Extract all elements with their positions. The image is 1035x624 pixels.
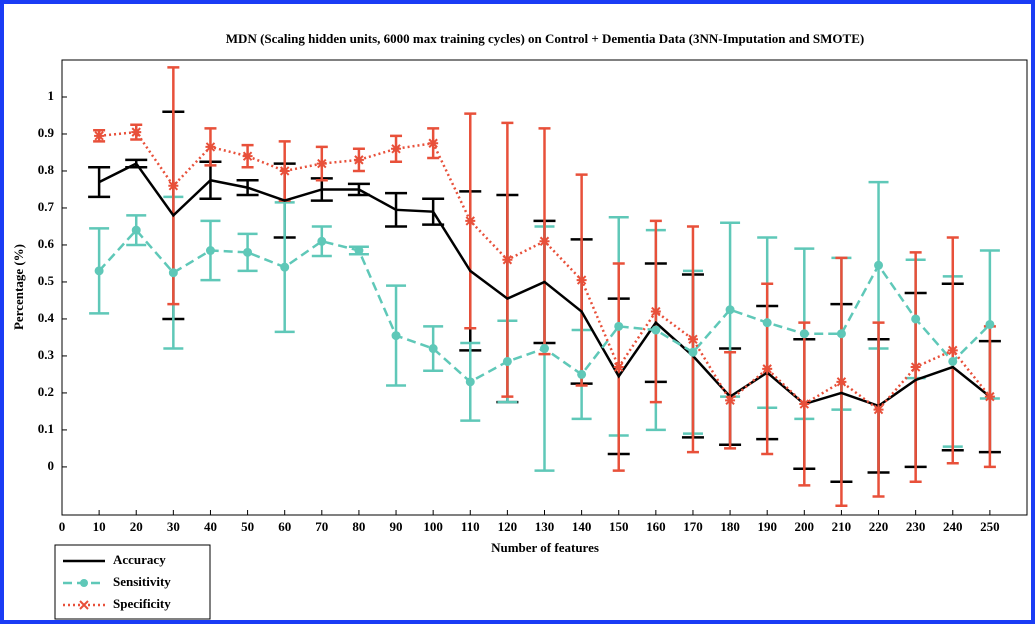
x-tick-label: 240 [943, 519, 963, 534]
marker [353, 154, 364, 165]
x-tick-label: 160 [646, 519, 666, 534]
marker [539, 236, 550, 247]
marker [131, 225, 141, 235]
x-tick-label: 200 [795, 519, 815, 534]
marker [651, 325, 661, 335]
y-tick-label: 0.3 [38, 347, 55, 362]
marker [280, 262, 290, 272]
marker [465, 215, 476, 226]
x-tick-label: 30 [167, 519, 180, 534]
x-tick-label: 190 [757, 519, 777, 534]
marker [725, 395, 736, 406]
marker [910, 362, 921, 373]
x-tick-label: 90 [390, 519, 403, 534]
marker [428, 138, 439, 149]
marker [799, 399, 810, 410]
y-tick-label: 0.8 [38, 162, 55, 177]
x-tick-label: 40 [204, 519, 217, 534]
y-tick-label: 0.9 [38, 125, 55, 140]
x-tick-label: 140 [572, 519, 592, 534]
legend-marker [79, 600, 89, 610]
x-tick-label: 210 [832, 519, 852, 534]
marker [94, 266, 104, 276]
marker [762, 363, 773, 374]
marker [948, 356, 958, 366]
marker [984, 391, 995, 402]
x-tick-label: 100 [423, 519, 443, 534]
y-tick-label: 0.5 [38, 273, 55, 288]
y-tick-label: 0.4 [38, 310, 55, 325]
marker [242, 151, 253, 162]
y-axis-label: Percentage (%) [11, 244, 26, 330]
legend-label: Sensitivity [113, 574, 171, 589]
marker [725, 305, 735, 315]
marker [799, 329, 809, 339]
series-line [98, 161, 991, 408]
marker [168, 268, 178, 278]
x-tick-label: 170 [683, 519, 703, 534]
y-tick-label: 0 [48, 458, 55, 473]
marker [465, 377, 475, 387]
x-tick-label: 230 [906, 519, 926, 534]
marker [243, 247, 253, 257]
x-tick-label: 70 [315, 519, 328, 534]
marker [317, 236, 327, 246]
y-tick-label: 1 [48, 88, 55, 103]
x-tick-label: 60 [278, 519, 291, 534]
marker [168, 180, 179, 191]
marker [205, 246, 215, 256]
legend-label: Accuracy [113, 552, 166, 567]
chart-title: MDN (Scaling hidden units, 6000 max trai… [226, 31, 864, 46]
legend-marker [80, 579, 88, 587]
marker [316, 158, 327, 169]
marker [502, 356, 512, 366]
marker [205, 141, 216, 152]
x-tick-label: 120 [498, 519, 518, 534]
marker [540, 344, 549, 354]
marker [391, 331, 401, 341]
y-tick-label: 0.6 [38, 236, 55, 251]
x-tick-label: 50 [241, 519, 254, 534]
y-tick-label: 0.2 [38, 384, 54, 399]
marker [613, 362, 624, 373]
marker [576, 275, 587, 286]
x-axis-label: Number of features [491, 540, 599, 555]
marker [428, 344, 438, 354]
x-tick-label: 130 [535, 519, 555, 534]
marker [873, 404, 884, 415]
marker [614, 321, 624, 331]
x-tick-label: 180 [720, 519, 740, 534]
marker [947, 345, 958, 356]
marker [354, 246, 364, 256]
marker [985, 319, 995, 329]
marker [836, 376, 847, 387]
x-tick-label: 0 [59, 519, 66, 534]
x-tick-label: 80 [352, 519, 365, 534]
marker [279, 165, 290, 176]
y-tick-label: 0.1 [38, 421, 54, 436]
marker [577, 369, 587, 379]
marker [688, 347, 698, 357]
marker [94, 130, 105, 141]
legend-label: Specificity [113, 596, 171, 611]
marker [391, 143, 402, 154]
marker [762, 318, 772, 328]
marker [650, 306, 661, 317]
marker [911, 314, 921, 324]
marker [131, 127, 142, 138]
x-tick-label: 150 [609, 519, 629, 534]
marker [687, 334, 698, 345]
x-tick-label: 250 [980, 519, 1000, 534]
x-tick-label: 10 [93, 519, 106, 534]
x-tick-label: 220 [869, 519, 889, 534]
x-tick-label: 20 [130, 519, 143, 534]
marker [502, 254, 513, 265]
x-tick-label: 110 [461, 519, 480, 534]
y-tick-label: 0.7 [38, 199, 55, 214]
marker [874, 260, 884, 270]
marker [836, 329, 846, 339]
